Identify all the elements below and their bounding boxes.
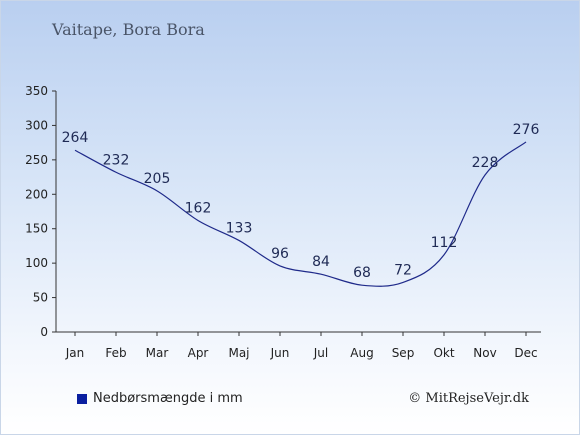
data-label: 112 — [431, 235, 458, 251]
y-tick-label: 300 — [25, 118, 48, 132]
x-tick-label: Apr — [188, 346, 209, 360]
legend-label: Nedbørsmængde i mm — [93, 391, 243, 406]
y-tick-label: 0 — [40, 325, 48, 339]
x-tick-label: Jul — [313, 346, 328, 360]
data-label: 68 — [353, 265, 371, 281]
data-label: 232 — [103, 152, 130, 168]
data-label: 96 — [271, 246, 289, 262]
x-tick-label: Nov — [473, 346, 496, 360]
x-tick-label: Okt — [433, 346, 454, 360]
x-tick-label: Dec — [514, 346, 537, 360]
y-tick-label: 250 — [25, 153, 48, 167]
data-label: 84 — [312, 254, 330, 270]
data-label: 228 — [472, 155, 499, 171]
data-label: 264 — [62, 130, 89, 146]
y-tick-label: 200 — [25, 187, 48, 201]
legend-swatch — [77, 393, 87, 404]
x-tick-label: Sep — [392, 346, 415, 360]
data-label: 162 — [185, 200, 212, 216]
y-tick-label: 350 — [25, 84, 48, 98]
x-tick-label: Jan — [65, 346, 85, 360]
credit-text: © MitRejseVejr.dk — [408, 391, 529, 406]
y-tick-label: 150 — [25, 222, 48, 236]
x-tick-label: Feb — [105, 346, 126, 360]
chart-title: Vaitape, Bora Bora — [52, 20, 205, 39]
series-line — [74, 141, 527, 287]
data-label: 133 — [226, 220, 253, 236]
legend: Nedbørsmængde i mm — [77, 391, 243, 406]
x-tick-label: Jun — [270, 346, 290, 360]
y-tick-label: 50 — [33, 291, 48, 305]
data-label: 72 — [394, 262, 412, 278]
x-tick-label: Mar — [146, 346, 169, 360]
y-tick-label: 100 — [25, 256, 48, 270]
x-tick-label: Maj — [228, 346, 249, 360]
data-label: 205 — [144, 171, 171, 187]
data-label: 276 — [513, 122, 540, 138]
x-tick-label: Aug — [350, 346, 373, 360]
